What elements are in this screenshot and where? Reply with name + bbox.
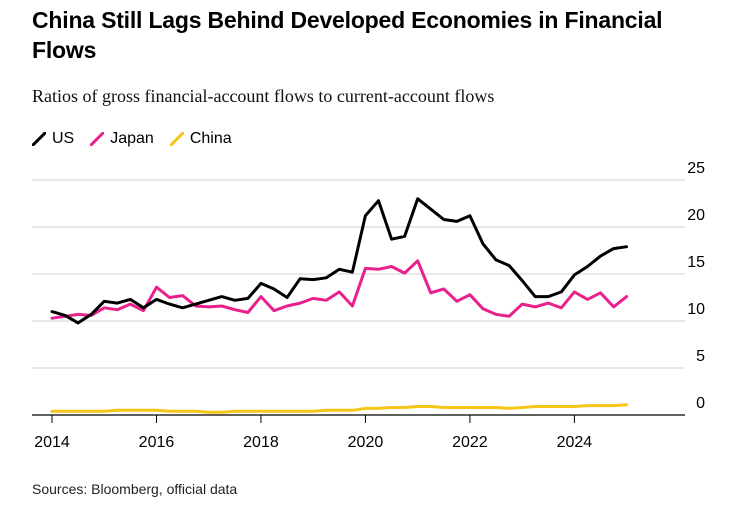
- legend-swatch-china: [169, 132, 184, 146]
- x-tick-label-2018: 2018: [243, 434, 279, 451]
- legend-label-us: US: [52, 130, 75, 147]
- chart-subtitle: Ratios of gross financial-account flows …: [32, 86, 495, 106]
- source-note: Sources: Bloomberg, official data: [32, 481, 238, 497]
- legend-label-china: China: [189, 130, 232, 147]
- legend-item-japan: Japan: [90, 130, 154, 148]
- legend-swatch-us: [32, 132, 46, 146]
- legend: US Japan China: [32, 130, 248, 148]
- y-tick-label-20: 20: [687, 207, 705, 224]
- x-tick-label-2016: 2016: [139, 434, 175, 451]
- chart-title: China Still Lags Behind Developed Econom…: [32, 7, 663, 63]
- x-tick-label-2020: 2020: [348, 434, 384, 451]
- x-tick-label-2014: 2014: [34, 434, 70, 451]
- legend-label-japan: Japan: [110, 130, 154, 147]
- legend-swatch-japan: [90, 132, 105, 146]
- series-line-japan: [50, 259, 629, 320]
- x-tick-label-2024: 2024: [557, 434, 593, 451]
- series-line-china: [50, 403, 629, 414]
- legend-item-china: China: [169, 130, 232, 148]
- y-tick-label-15: 15: [687, 254, 705, 271]
- x-tick-label-2022: 2022: [452, 434, 488, 451]
- y-tick-label-0: 0: [696, 395, 705, 412]
- y-tick-label-10: 10: [687, 301, 705, 318]
- series-line-us: [50, 197, 629, 325]
- y-tick-label-5: 5: [696, 348, 705, 365]
- y-tick-label-25: 25: [687, 160, 705, 177]
- legend-item-us: US: [32, 130, 74, 148]
